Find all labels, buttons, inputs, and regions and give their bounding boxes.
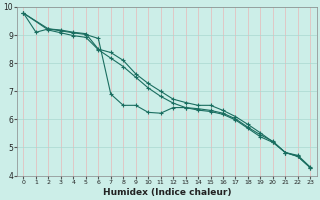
X-axis label: Humidex (Indice chaleur): Humidex (Indice chaleur) [103,188,231,197]
